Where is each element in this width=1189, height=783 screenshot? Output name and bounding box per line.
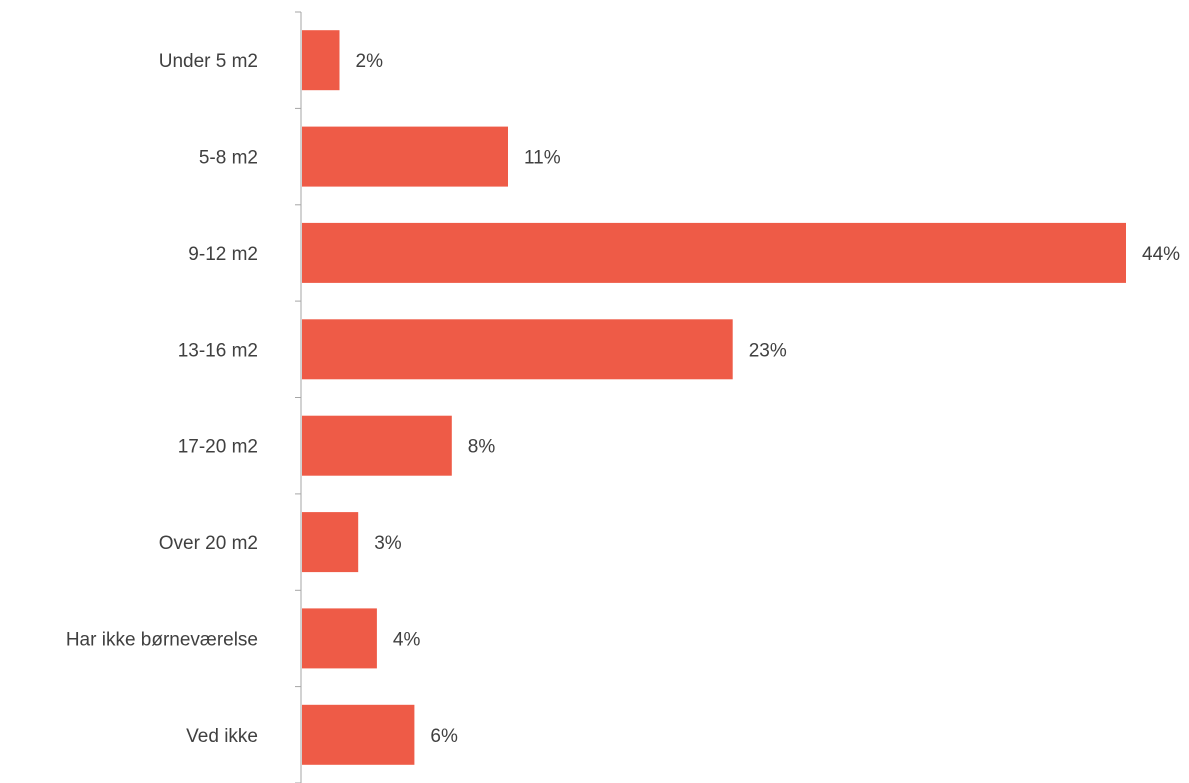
bar: [302, 126, 508, 187]
axis-layer: [295, 11, 302, 783]
bar: [302, 222, 1126, 283]
category-label: 17-20 m2: [178, 437, 258, 458]
category-label: 5-8 m2: [199, 148, 258, 169]
data-label: 6%: [430, 726, 458, 747]
bar: [302, 512, 359, 573]
bar: [302, 704, 415, 765]
bars-layer: [302, 30, 1126, 765]
category-label: Ved ikke: [186, 726, 258, 747]
bar: [302, 608, 377, 669]
bar: [302, 319, 733, 380]
data-label: 2%: [356, 51, 384, 72]
data-label: 23%: [749, 340, 787, 361]
category-label: Under 5 m2: [159, 51, 258, 72]
data-label: 8%: [468, 437, 496, 458]
data-label: 44%: [1142, 244, 1180, 265]
category-label: 9-12 m2: [188, 244, 258, 265]
data-label: 3%: [374, 533, 402, 554]
category-label: Over 20 m2: [159, 533, 258, 554]
category-label: 13-16 m2: [178, 340, 258, 361]
data-label: 4%: [393, 629, 421, 650]
bar: [302, 30, 340, 91]
data-label: 11%: [524, 148, 561, 169]
category-label: Har ikke børneværelse: [66, 629, 258, 650]
bar: [302, 415, 452, 476]
labels-layer: Under 5 m2 2% 5-8 m2 11% 9-12 m2 44% 13-16 m2 2…: [66, 51, 1180, 747]
